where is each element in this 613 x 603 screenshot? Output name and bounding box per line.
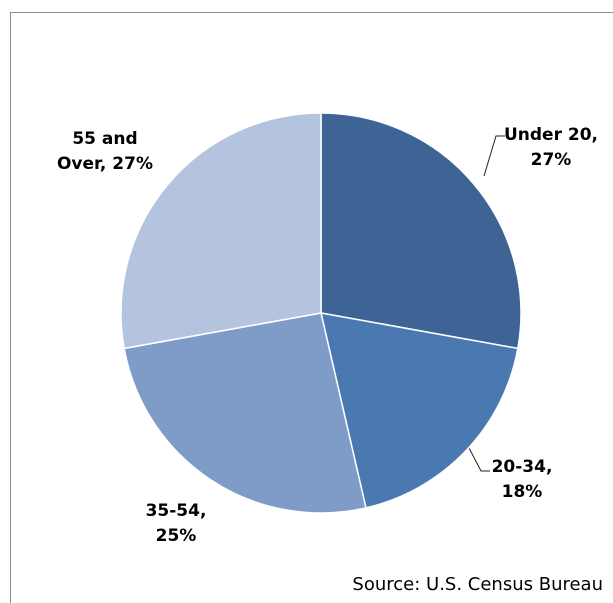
data-label: 20-34, 18% <box>492 457 553 502</box>
leader-line <box>467 445 490 472</box>
pie-slice <box>320 312 519 509</box>
pie-slice <box>123 312 367 514</box>
data-label: 55 and Over, 27% <box>57 129 153 174</box>
leader-line <box>483 135 505 177</box>
source-note: Source: U.S. Census Bureau <box>352 574 603 595</box>
data-label: 35-54, 25% <box>146 501 207 546</box>
pie-slice <box>120 112 322 350</box>
data-label: Under 20, 27% <box>504 125 598 170</box>
pie-slice <box>320 112 522 350</box>
